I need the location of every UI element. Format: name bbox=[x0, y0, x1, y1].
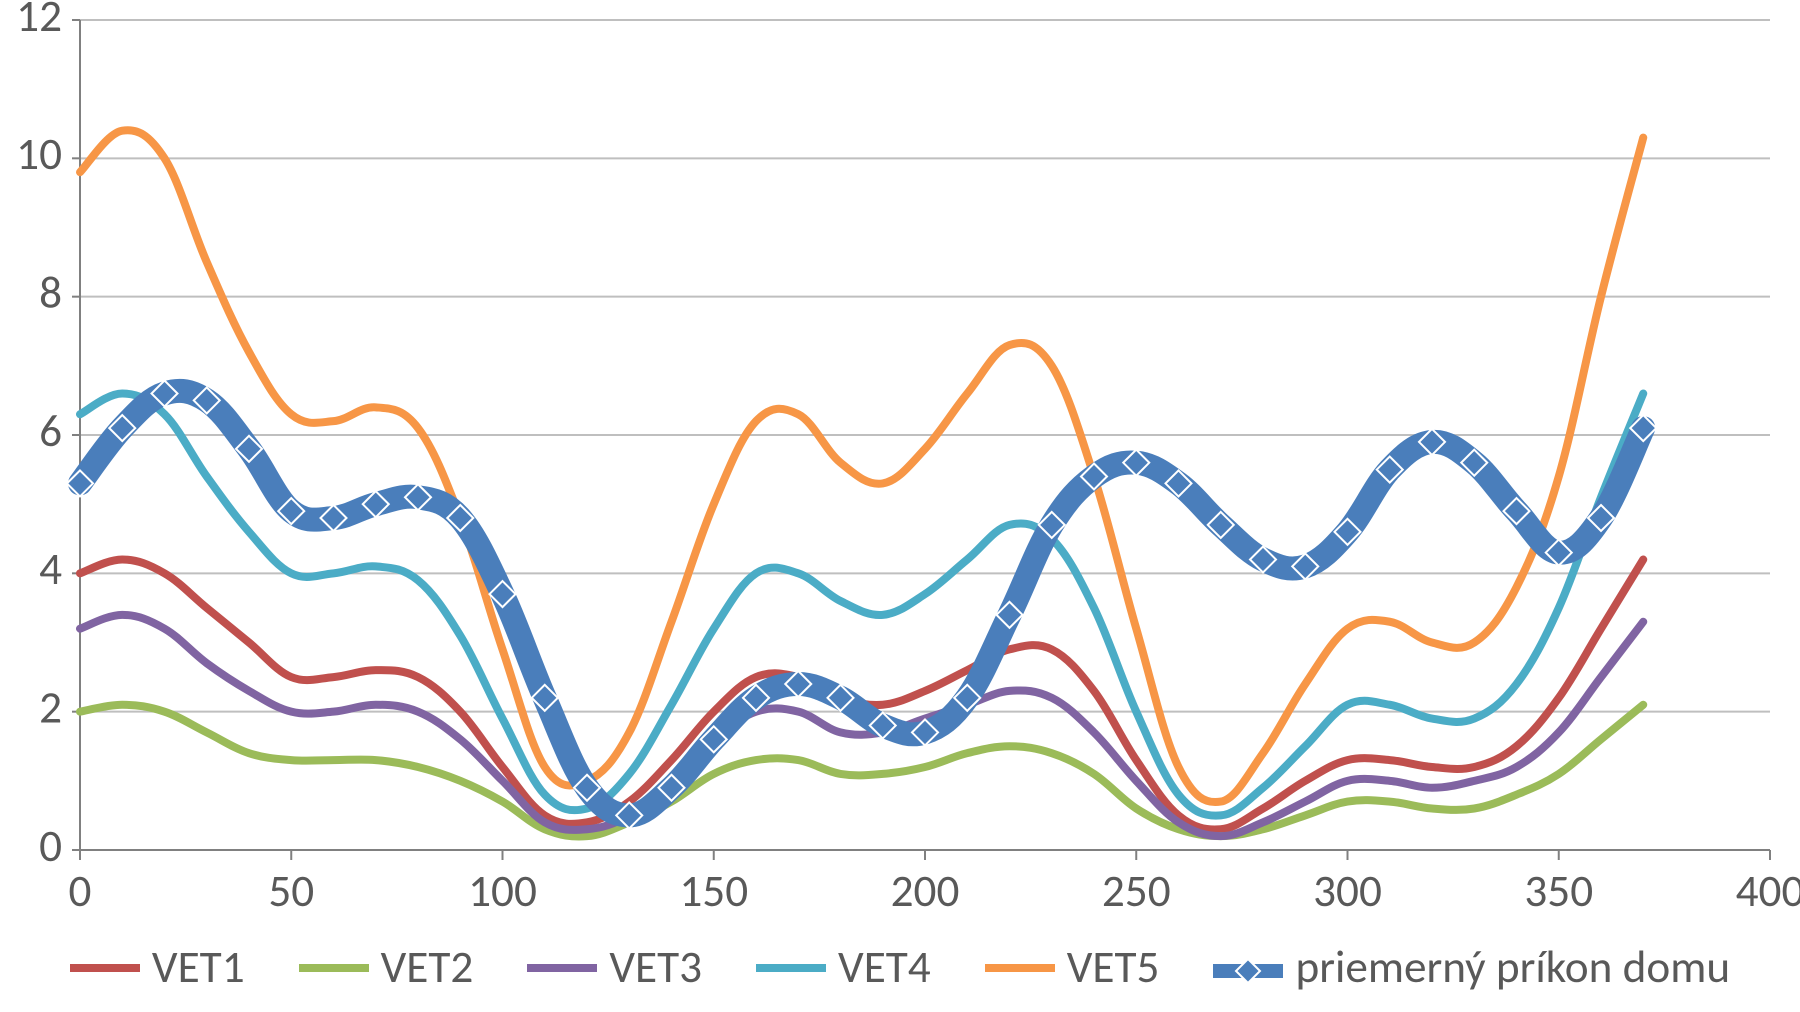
legend-item-VET4: VET4 bbox=[756, 940, 931, 995]
svg-text:150: 150 bbox=[679, 864, 748, 919]
legend-swatch-VET1 bbox=[70, 964, 140, 972]
legend-label-VET2: VET2 bbox=[381, 940, 474, 995]
svg-text:400: 400 bbox=[1736, 864, 1800, 919]
svg-text:250: 250 bbox=[1102, 864, 1171, 919]
svg-text:300: 300 bbox=[1313, 864, 1382, 919]
svg-text:10: 10 bbox=[16, 127, 62, 182]
svg-text:6: 6 bbox=[39, 404, 62, 459]
legend-item-VET3: VET3 bbox=[527, 940, 702, 995]
legend-label-priemer: priemerný príkon domu bbox=[1295, 940, 1730, 995]
svg-text:4: 4 bbox=[39, 542, 62, 597]
legend-item-priemer: priemerný príkon domu bbox=[1213, 940, 1730, 995]
svg-text:100: 100 bbox=[468, 864, 537, 919]
legend-swatch-VET3 bbox=[527, 964, 597, 972]
legend-label-VET4: VET4 bbox=[838, 940, 931, 995]
legend-swatch-VET4 bbox=[756, 964, 826, 972]
legend-label-VET1: VET1 bbox=[152, 940, 245, 995]
legend-item-VET1: VET1 bbox=[70, 940, 245, 995]
svg-text:8: 8 bbox=[39, 265, 62, 320]
legend-swatch-VET5 bbox=[985, 964, 1055, 972]
svg-text:0: 0 bbox=[39, 819, 62, 874]
chart-container: 024681012050100150200250300350400 VET1VE… bbox=[0, 0, 1800, 1012]
svg-text:0: 0 bbox=[69, 864, 92, 919]
svg-text:2: 2 bbox=[39, 680, 62, 735]
legend-swatch-priemer bbox=[1213, 956, 1283, 980]
svg-text:12: 12 bbox=[16, 0, 62, 44]
svg-text:50: 50 bbox=[268, 864, 314, 919]
legend-swatch-VET2 bbox=[299, 964, 369, 972]
chart-svg: 0 2 4 6 8 10 12 0 50 100 150 200 250 300 350 400 bbox=[0, 0, 1800, 1012]
legend-label-VET5: VET5 bbox=[1067, 940, 1160, 995]
svg-text:350: 350 bbox=[1524, 864, 1593, 919]
legend: VET1 VET2 VET3 VET4 VET5 priemerný príkon dom… bbox=[0, 940, 1800, 995]
legend-item-VET5: VET5 bbox=[985, 940, 1160, 995]
svg-text:200: 200 bbox=[891, 864, 960, 919]
legend-item-VET2: VET2 bbox=[299, 940, 474, 995]
legend-label-VET3: VET3 bbox=[609, 940, 702, 995]
